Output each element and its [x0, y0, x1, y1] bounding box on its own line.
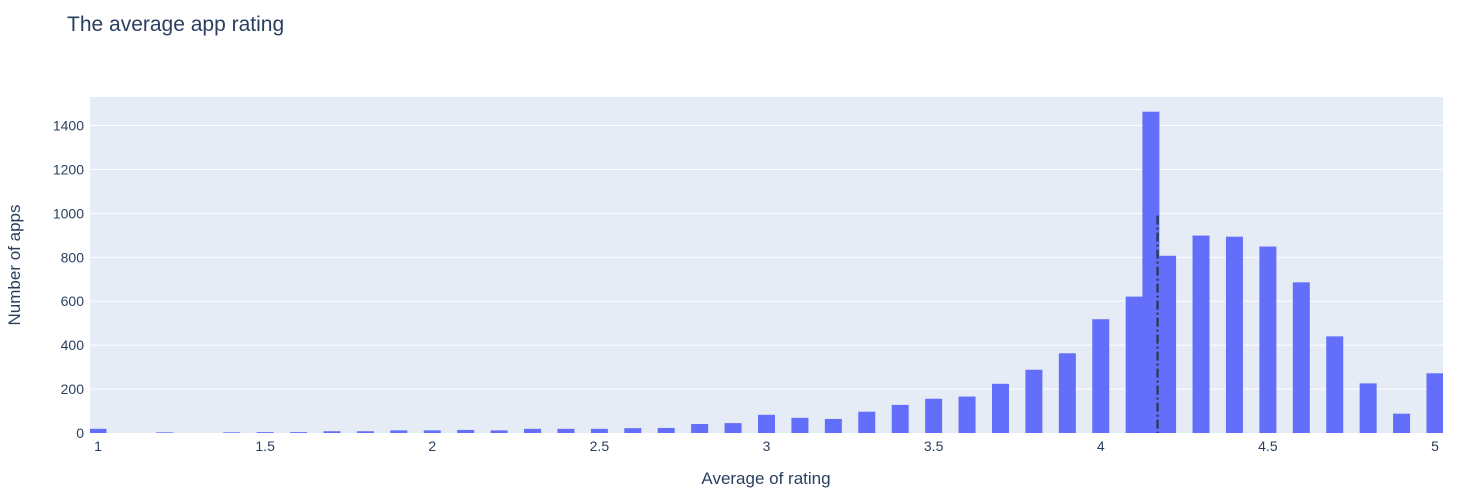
x-tick-label: 1 [94, 438, 102, 454]
histogram-bar [858, 411, 876, 433]
histogram-bar [1426, 373, 1443, 433]
x-tick-label: 3.5 [924, 438, 944, 454]
y-tick-label: 0 [76, 425, 84, 441]
histogram-bar [958, 396, 976, 433]
y-tick-label: 800 [61, 249, 85, 265]
histogram-bar [1125, 296, 1143, 433]
histogram-bar [1359, 383, 1377, 433]
histogram-bar [423, 430, 441, 433]
histogram-bar [90, 428, 107, 433]
y-tick-label: 1400 [53, 118, 84, 134]
x-tick-label: 4.5 [1258, 438, 1278, 454]
y-tick-label: 200 [61, 381, 85, 397]
histogram-bar [590, 428, 608, 433]
histogram-bar [1092, 319, 1110, 433]
x-tick-label: 2.5 [590, 438, 610, 454]
histogram-bar [1192, 235, 1210, 433]
y-tick-label: 600 [61, 293, 85, 309]
chart-title: The average app rating [67, 13, 285, 36]
x-tick-label: 3 [763, 438, 771, 454]
histogram-bar [1326, 336, 1344, 433]
y-axis-ticks: 0 200 400 600 800 1000 1200 1400 [53, 118, 84, 441]
histogram-bar [1393, 413, 1411, 433]
histogram-bar [1225, 236, 1243, 433]
histogram-bar [457, 429, 475, 433]
histogram-bar [724, 423, 742, 433]
histogram-bar [256, 432, 274, 433]
x-axis-label: Average of rating [701, 469, 830, 488]
histogram-bar [1159, 255, 1177, 433]
x-tick-label: 4 [1097, 438, 1105, 454]
histogram-bar [223, 432, 241, 433]
x-tick-label: 1.5 [255, 438, 275, 454]
histogram-bar [524, 428, 542, 433]
histogram-bar [891, 404, 909, 433]
y-tick-label: 1000 [53, 205, 84, 221]
gridlines [90, 125, 1443, 390]
histogram-bar [156, 432, 174, 433]
histogram-bar [323, 431, 341, 433]
histogram-bar [1292, 282, 1310, 433]
x-tick-label: 2 [428, 438, 436, 454]
histogram-bar [824, 418, 842, 433]
histogram-bar [1142, 111, 1160, 434]
histogram-bar [624, 428, 642, 433]
histogram-bar [356, 431, 374, 433]
histogram-bar [758, 414, 775, 433]
histogram-bar [557, 428, 575, 433]
y-tick-label: 400 [61, 337, 85, 353]
histogram-bar [991, 383, 1009, 433]
bars [90, 111, 1443, 434]
histogram-bar [490, 430, 508, 433]
histogram-bar [1259, 246, 1277, 433]
histogram-bar [1025, 369, 1043, 433]
histogram-bar [791, 417, 809, 433]
y-tick-label: 1200 [53, 161, 84, 177]
histogram-bar [290, 432, 308, 433]
plot-area [90, 97, 1443, 433]
histogram-bar [691, 423, 709, 433]
histogram-bar [390, 430, 408, 433]
histogram-bar [1058, 353, 1076, 433]
histogram-bar [657, 427, 675, 433]
x-axis-ticks: 1 1.5 2 2.5 3 3.5 4 4.5 5 [94, 438, 1439, 454]
y-axis-label: Number of apps [5, 205, 24, 326]
histogram-bar [925, 398, 943, 433]
x-tick-label: 5 [1431, 438, 1439, 454]
